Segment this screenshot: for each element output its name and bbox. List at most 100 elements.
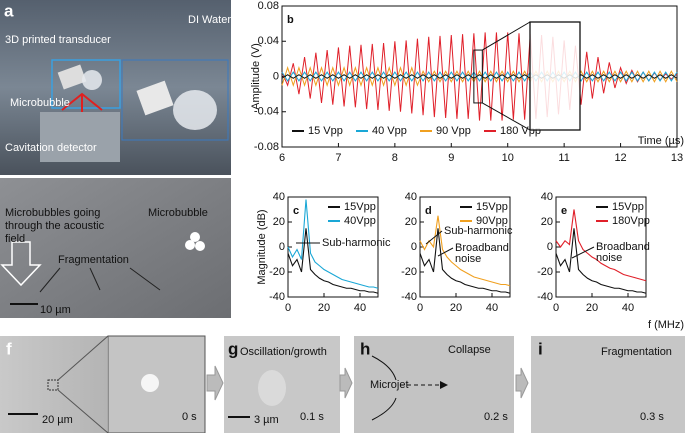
y-tick-label: 40 [541,191,553,203]
y-tick-label: 40 [273,191,285,203]
annotation: noise [455,253,481,265]
label: 0.1 s [300,411,324,423]
legend-label: 15 Vpp [308,125,343,137]
zoom-line [57,389,109,433]
label: Microbubble [10,97,70,109]
transducer [57,64,87,90]
series-line [287,228,379,294]
label: Microjet [370,379,409,391]
annotation: Sub-harmonic [322,237,391,249]
annotation: Sub-harmonic [444,225,513,237]
pointer [39,267,161,293]
label: Fragmentation [58,254,129,266]
arrow [515,367,529,399]
annotation-pointer [571,246,595,259]
y-tick-label: -0.04 [254,106,279,118]
zoom-box [47,379,59,391]
x-tick-label: 0 [285,302,291,314]
y-axis-label: Magnitude (dB) [256,209,268,284]
y-tick-label: -20 [537,266,553,278]
label: field [5,233,25,245]
bubble [190,232,200,242]
annotation: Broadband [455,242,509,254]
bubble [195,241,205,251]
legend-label: 90 Vpp [436,125,471,137]
label: Oscillation/growth [240,346,327,358]
annotation: Broadband [596,241,650,253]
y-tick-label: -40 [401,291,417,303]
arrow [0,241,42,287]
label: Cavitation detector [5,142,97,154]
y-tick-label: 0.08 [258,0,279,12]
y-tick-label: -20 [269,266,285,278]
label: 3D printed transducer [5,34,111,46]
y-axis-label: Amplitude (V) [250,43,262,110]
label: 10 µm [40,304,71,316]
panel-label: c [293,205,299,217]
zoom-line [482,21,531,51]
x-tick-label: 0 [553,302,559,314]
x-axis-label: Time (µs) [638,135,684,147]
y-tick-label: 40 [405,191,417,203]
x-tick-label: 13 [671,152,683,164]
zoom-box [529,21,581,131]
y-tick-label: -40 [537,291,553,303]
panel-label: i [538,339,543,358]
series-line [281,74,678,79]
x-tick-label: 11 [558,152,569,164]
label: 0 s [182,411,197,423]
x-tick-label: 20 [450,302,462,314]
x-axis-label: f (MHz) [648,319,684,331]
bubble [258,370,286,406]
series-line [281,66,678,87]
y-tick-label: -20 [401,266,417,278]
x-tick-label: 40 [622,302,634,314]
y-tick-label: 0 [279,241,285,253]
zoom-line [57,335,109,381]
y-tick-label: 0 [411,241,417,253]
frame [51,59,121,109]
label: 0.3 s [640,411,664,423]
series-line [281,71,678,82]
label: 0.2 s [484,411,508,423]
panel-label: g [228,339,238,358]
label: Collapse [448,344,491,356]
series-line [281,32,678,121]
x-tick-label: 20 [586,302,598,314]
panel-label: b [287,14,294,26]
annotation-pointer [425,230,443,245]
x-tick-label: 9 [448,152,454,164]
y-tick-label: -40 [269,291,285,303]
x-tick-label: 8 [392,152,398,164]
transducer [136,80,174,116]
panel-label: a [4,1,14,20]
label: 20 µm [42,414,73,426]
series-line [555,228,647,294]
label: DI Water [188,14,231,26]
y-tick-label: 20 [541,216,553,228]
photo-h [354,336,514,433]
annotation: noise [596,252,622,264]
x-tick-label: 10 [502,152,514,164]
bubble [185,240,195,250]
jet-arrow [371,355,397,381]
x-tick-label: 20 [318,302,330,314]
series-line [287,199,379,289]
bubble-cloud [173,90,217,130]
y-tick-label: 20 [405,216,417,228]
series-line [555,209,647,282]
legend-label: 15Vpp [612,201,644,213]
y-tick-label: 20 [273,216,285,228]
red-lines [61,92,103,112]
arrow [339,367,353,399]
legend-label: 40 Vpp [372,125,407,137]
y-tick-label: 0.04 [258,35,279,47]
y-tick-label: 0 [273,70,279,82]
label: through the acoustic [5,220,105,232]
x-tick-label: 6 [279,152,285,164]
x-tick-label: 40 [354,302,366,314]
jet-arrow [371,397,397,421]
series-line [419,228,511,294]
legend-label: 40Vpp [344,215,376,227]
bubble [141,374,159,392]
